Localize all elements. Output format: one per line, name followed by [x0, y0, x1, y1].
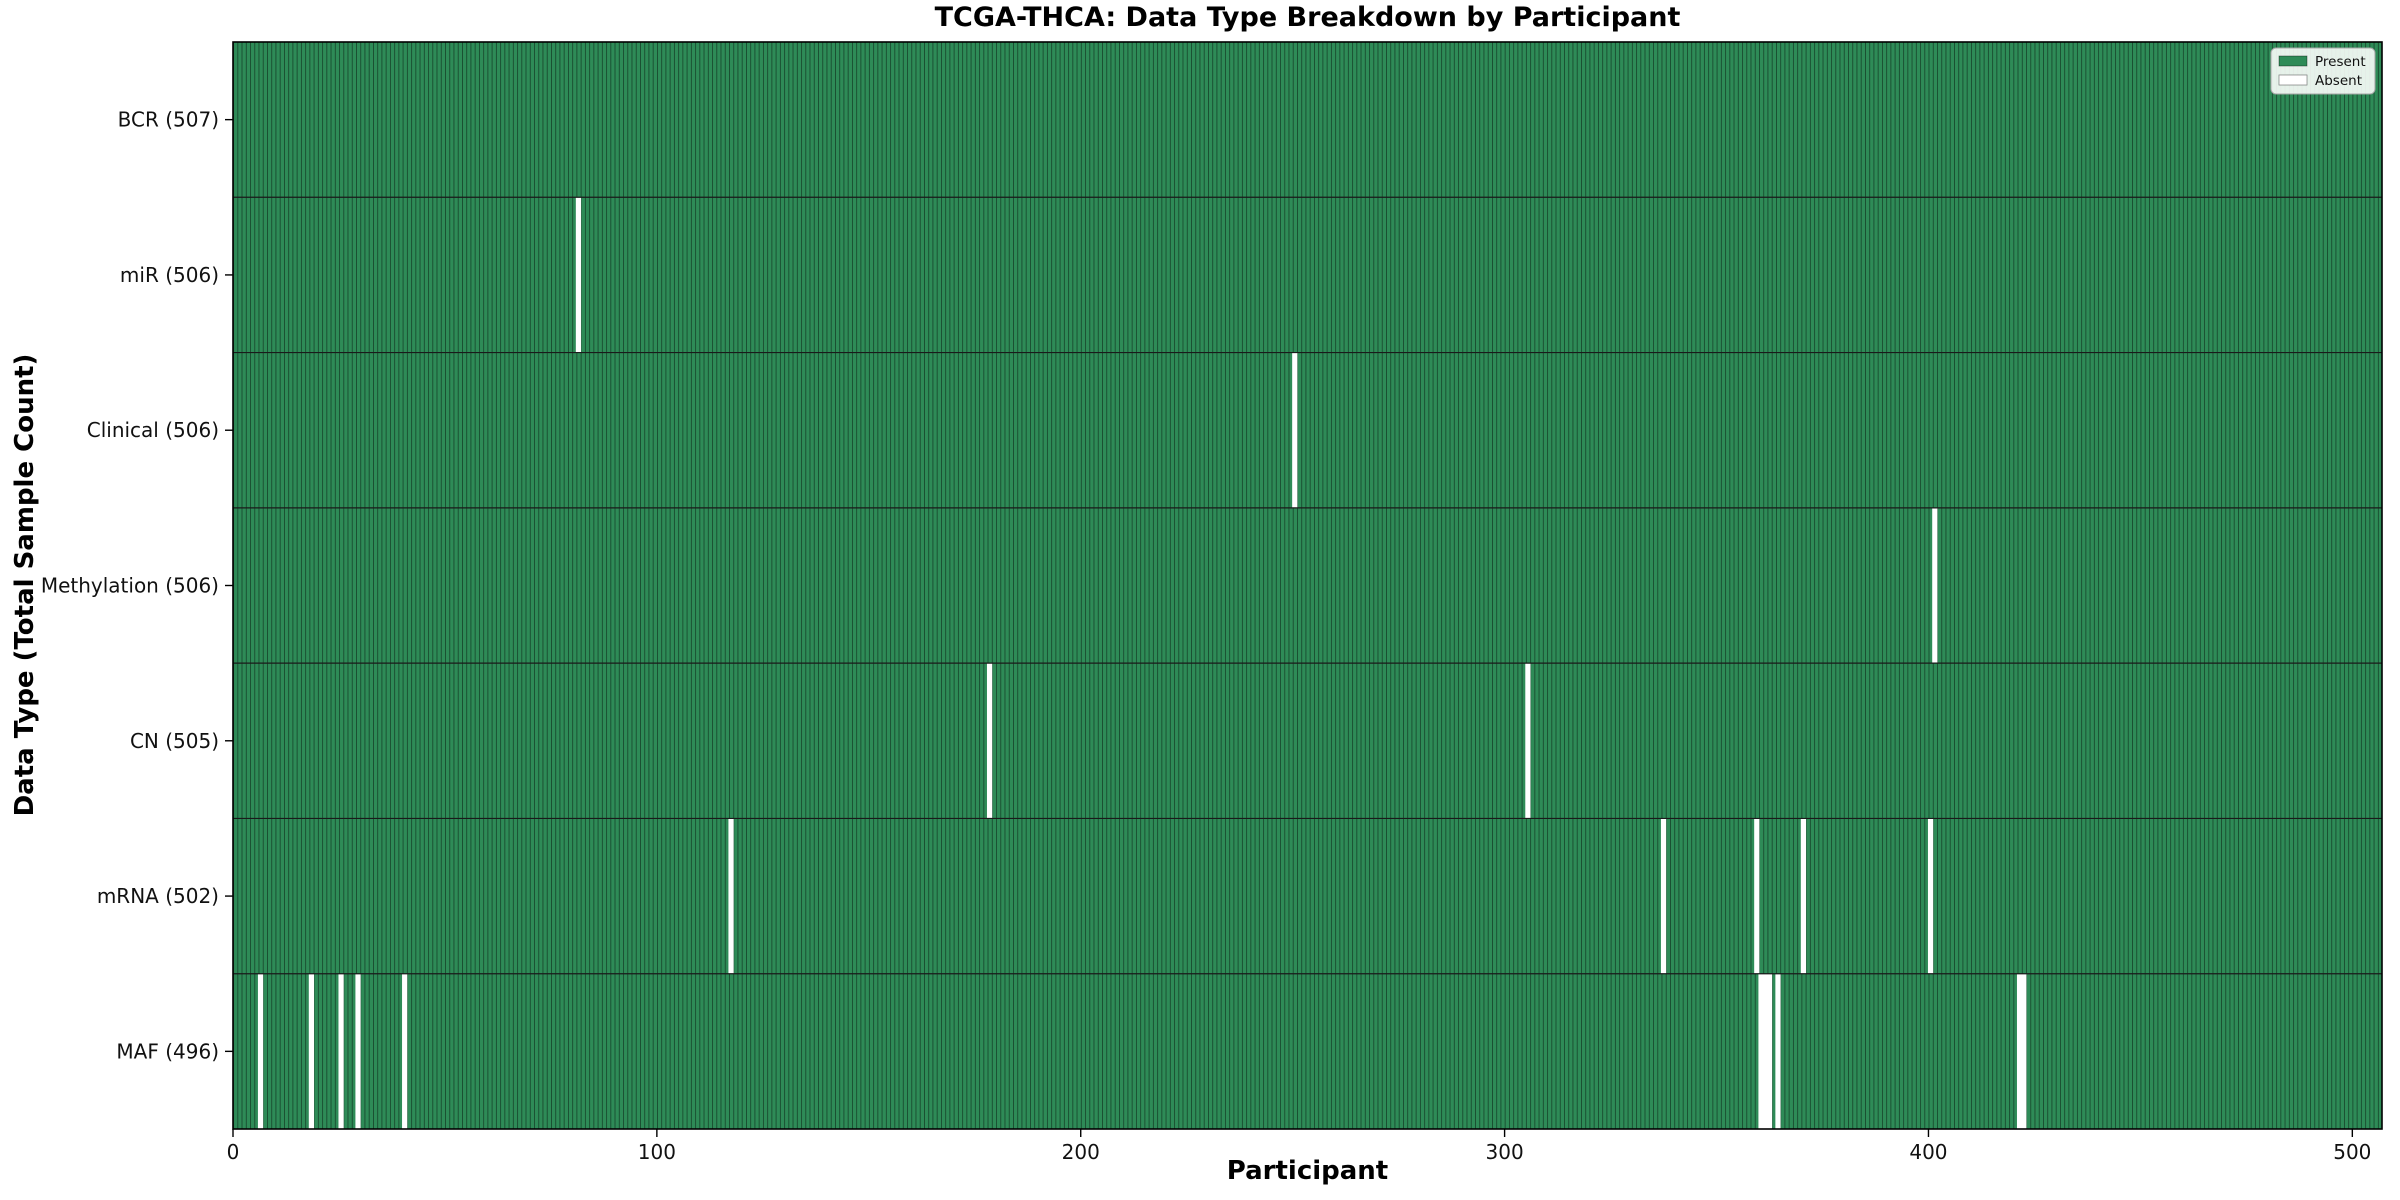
absent-cell [1292, 352, 1298, 508]
absent-cell [338, 973, 344, 1129]
legend-swatch-present [2278, 55, 2308, 67]
legend-label-present: Present [2315, 54, 2366, 70]
absent-cell [2016, 973, 2023, 1129]
absent-cell [1800, 818, 1807, 974]
x-tick: 100 [638, 1129, 676, 1164]
absent-cell [1927, 818, 1934, 974]
absent-cell [308, 973, 315, 1129]
absent-cell [1754, 818, 1760, 974]
row-clinical: Clinical (506) [87, 351, 2382, 508]
y-tick-label: Methylation (506) [41, 574, 219, 598]
chart-title: TCGA-THCA: Data Type Breakdown by Partic… [934, 2, 1681, 33]
absent-cell [1766, 973, 1773, 1129]
row-mir: miR (506) [120, 196, 2382, 353]
row-methylation: Methylation (506) [41, 507, 2382, 664]
x-tick: 0 [227, 1129, 240, 1164]
x-tick-label: 100 [638, 1140, 676, 1164]
y-tick-label: BCR (507) [118, 108, 219, 132]
y-tick-label: MAF (496) [116, 1039, 219, 1063]
x-tick-label: 500 [2333, 1140, 2371, 1164]
absent-cell [1775, 973, 1781, 1129]
absent-cell [986, 663, 993, 819]
legend: Present Absent [2270, 47, 2376, 95]
plot-border [232, 41, 2383, 1130]
x-tick: 200 [1062, 1129, 1100, 1164]
x-tick-label: 200 [1062, 1140, 1100, 1164]
absent-cell [728, 818, 734, 974]
x-tick-label: 0 [227, 1140, 240, 1164]
row-mrna: mRNA (502) [97, 817, 2382, 974]
absent-cell [2021, 973, 2027, 1129]
absent-cell [1660, 818, 1667, 974]
absent-cell [1758, 973, 1764, 1129]
y-tick-label: CN (505) [130, 729, 219, 753]
x-tick: 500 [2333, 1129, 2371, 1164]
cell-edges-overlay [233, 42, 2382, 1129]
legend-swatch-absent [2278, 74, 2308, 86]
x-tick: 400 [1909, 1129, 1948, 1164]
absent-cell [257, 973, 264, 1129]
row-cn: CN (505) [130, 662, 2382, 819]
absent-cell [575, 197, 582, 353]
legend-label-absent: Absent [2315, 73, 2362, 89]
row-maf: MAF (496) [116, 973, 2382, 1129]
y-tick-label: miR (506) [120, 263, 219, 287]
x-tick-label: 300 [1486, 1140, 1524, 1164]
absent-cell [1762, 973, 1768, 1129]
y-tick-label: mRNA (502) [97, 884, 219, 908]
x-axis-label: Participant [1226, 1156, 1389, 1186]
x-tick-label: 400 [1909, 1140, 1947, 1164]
x-tick: 300 [1486, 1129, 1524, 1164]
absent-cell [402, 973, 408, 1129]
absent-cell [355, 973, 361, 1129]
absent-cell [1932, 507, 1938, 664]
y-tick-label: Clinical (506) [87, 418, 219, 442]
absent-cell [1525, 663, 1531, 819]
row-bcr: BCR (507) [118, 108, 233, 132]
